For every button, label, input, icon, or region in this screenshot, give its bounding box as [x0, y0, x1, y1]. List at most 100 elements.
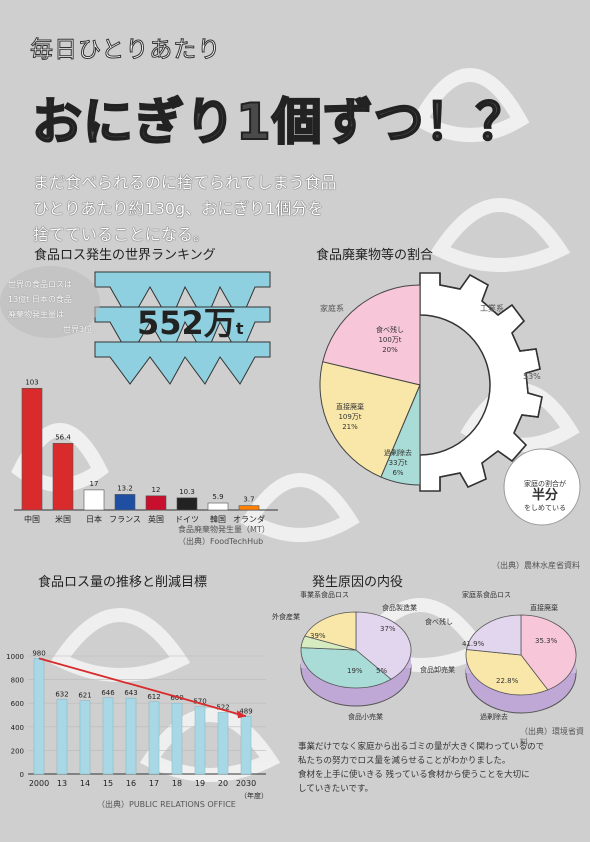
- trend-heading: 食品ロス量の推移と削減目標: [38, 575, 208, 590]
- trend-tick-label-1: 13: [57, 779, 67, 788]
- trend-ytick-0: 0: [20, 771, 24, 779]
- slice-direct-name: 直接廃棄: [336, 403, 364, 411]
- trend-tick-label-6: 18: [172, 779, 182, 788]
- trend-xlabel-note: （年度）: [240, 791, 268, 800]
- trend-tick-label-9: 2030: [236, 779, 256, 788]
- trend-value-label-5: 612: [147, 693, 160, 701]
- trend-value-label-9: 489: [239, 707, 252, 715]
- label-industry: 工業系: [480, 304, 504, 313]
- country-bar-7: [238, 505, 260, 511]
- trend-tick-label-5: 17: [149, 779, 159, 788]
- country-value-label-3: 13.2: [117, 484, 133, 492]
- slice-leftover-name: 食べ残し: [376, 326, 404, 334]
- cause-label-leftover: 食べ残し: [425, 618, 453, 626]
- cause-label-dining: 外食産業: [272, 613, 300, 621]
- trend-value-label-6: 600: [170, 694, 183, 702]
- trend-tick-label-4: 16: [126, 779, 136, 788]
- closing-note: 事業だけでなく家庭から出るゴミの量が大きく関わっているので 私たちの努力でロス量…: [298, 740, 568, 796]
- waste-slice-1: [319, 361, 421, 478]
- country-bar-1: [52, 443, 74, 511]
- lead-text: まだ食べられるのに捨てられてしまう食品 ひとりあたり約130g、おにぎり1個分を…: [33, 170, 337, 248]
- slice-excess-name: 過剰除去: [384, 449, 412, 457]
- trend-reduction-arrow: [38, 657, 247, 718]
- slice-direct-value: 109万t: [338, 413, 362, 421]
- trend-bar-4: [125, 697, 137, 775]
- closing-note-3: 食材を上手に使いきる 残っている食材から使うことを大切に: [298, 770, 530, 780]
- trend-bar-0: [33, 658, 45, 775]
- trend-value-label-8: 522: [216, 703, 229, 711]
- country-value-label-7: 3.7: [243, 496, 254, 504]
- half-note-3: をしめている: [524, 504, 566, 512]
- country-value-label-4: 12: [152, 486, 161, 494]
- trend-tick-label-3: 15: [103, 779, 113, 788]
- country-chart-source: （出典）FoodTechHub: [178, 537, 264, 546]
- half-note-circle: [503, 448, 581, 526]
- half-note-1: 家庭の割合が: [524, 480, 566, 488]
- big-unit: t: [235, 319, 244, 338]
- cause-label-excess: 過剰除去: [480, 713, 508, 721]
- trend-value-label-2: 621: [78, 692, 91, 700]
- main-title: おにぎり1個ずつ！？: [31, 92, 527, 152]
- country-tick-label-4: 英国: [148, 514, 164, 524]
- half-note: 家庭の割合が 半分 をしめている: [510, 478, 580, 514]
- slice-leftover-label: 食べ残し 100万t 20%: [360, 325, 420, 355]
- label-industry-pct: 53%: [523, 372, 541, 381]
- cause-pct-direct: 35.3%: [535, 637, 558, 645]
- cause-label-manufacturing: 食品製造業: [382, 604, 417, 612]
- trend-arrow-head: [237, 710, 246, 719]
- cause-label-retail: 食品小売業: [348, 713, 383, 721]
- waste-share-source: （出典）農林水産省資料: [492, 561, 580, 570]
- country-tick-label-6: 韓国: [210, 514, 226, 524]
- waste-slice-2: [380, 384, 421, 486]
- lead-line-3: 捨てていることになる。: [33, 225, 210, 244]
- trend-bar-6: [171, 702, 183, 775]
- trend-bar-5: [148, 701, 160, 775]
- trend-ytick-1: 200: [11, 747, 24, 755]
- waste-share-pie-chart: [319, 272, 581, 526]
- country-tick-label-5: ドイツ: [175, 515, 199, 524]
- country-bar-chart: 103 中国 56.4 米国 17 日本 13.2 フランス 12 英国 10.3 ドイツ 5.9 韓国 3…: [14, 378, 278, 524]
- ranking-heading: 食品ロス発生の世界ランキング: [34, 248, 216, 263]
- cause-pct-dining: 39%: [310, 632, 326, 640]
- country-chart-unit: 食品廃棄物発生量（MT）: [178, 525, 270, 534]
- country-tick-label-1: 米国: [55, 514, 71, 524]
- cause-pct-manufacturing: 37%: [380, 625, 396, 633]
- trend-value-label-1: 632: [55, 690, 68, 698]
- trend-bar-1: [56, 699, 68, 775]
- big-value: 552万: [137, 304, 236, 342]
- country-tick-label-2: 日本: [86, 514, 102, 524]
- country-tick-label-7: オランダ: [233, 514, 265, 524]
- world-rank-note-3: 廃棄物発生量は: [8, 310, 64, 319]
- trend-value-label-7: 570: [193, 698, 206, 706]
- lead-line-2: ひとりあたり約130g、おにぎり1個分を: [33, 199, 324, 218]
- trend-bar-3: [102, 697, 114, 775]
- label-household: 家庭系: [320, 304, 344, 313]
- waste-share-heading: 食品廃棄物等の割合: [316, 248, 434, 263]
- cause-pct-retail: 19%: [347, 667, 363, 675]
- slice-leftover-pct: 20%: [382, 346, 398, 354]
- country-bar-4: [145, 495, 167, 511]
- world-rank-note: 世界の食品ロスは 13億t 日本の食品 廃棄物発生量は 世界3位。: [8, 277, 108, 337]
- business-pie-slice-0: [355, 611, 412, 680]
- world-rank-note-1: 世界の食品ロスは: [8, 280, 72, 289]
- slice-excess-label: 過剰除去 33万t 6%: [368, 448, 428, 478]
- half-note-2: 半分: [531, 488, 558, 503]
- country-tick-label-0: 中国: [24, 514, 40, 524]
- country-bar-0: [21, 387, 43, 511]
- household-pie-slice-0: [520, 614, 577, 691]
- trend-ytick-4: 800: [11, 677, 24, 685]
- world-ranking-badge: [0, 266, 271, 385]
- closing-note-1: 事業だけでなく家庭から出るゴミの量が大きく関わっているので: [298, 742, 545, 752]
- world-rank-note-2: 13億t 日本の食品: [8, 295, 72, 304]
- causes-pie-charts: [300, 611, 577, 714]
- cause-household-title: 家庭系食品ロス: [462, 591, 511, 599]
- waste-slice-0: [322, 284, 421, 386]
- japan-loss-value: 552万t: [137, 298, 243, 344]
- business-pie-slice-1: [300, 647, 392, 689]
- cause-pct-excess: 22.8%: [496, 677, 519, 685]
- country-value-label-6: 5.9: [212, 493, 223, 501]
- country-value-label-1: 56.4: [55, 433, 71, 441]
- slice-leftover-value: 100万t: [378, 336, 402, 344]
- subtitle: 毎日ひとりあたり: [29, 37, 222, 64]
- causes-source: （出典）環境省資料: [520, 727, 584, 747]
